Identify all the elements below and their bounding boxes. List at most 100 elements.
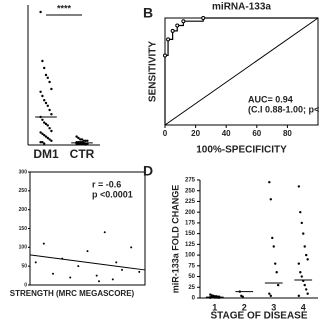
- y-tick-label: 250: [185, 188, 196, 194]
- x-tick-label: 80: [283, 129, 292, 138]
- y-tick-label: 150: [19, 226, 28, 232]
- point: [43, 142, 46, 145]
- point: [268, 180, 271, 184]
- point: [297, 294, 301, 298]
- point: [272, 245, 275, 248]
- point: [306, 258, 309, 261]
- point: [79, 138, 82, 141]
- x-tick-label: 0: [163, 129, 168, 138]
- x-axis-label: STAGE OF DISEASE: [210, 311, 307, 320]
- point: [44, 101, 48, 105]
- point: [42, 242, 45, 245]
- point: [43, 121, 46, 124]
- y-tick-label: 0: [24, 282, 27, 288]
- point: [269, 198, 272, 201]
- point: [305, 288, 308, 291]
- y-tick-label: 0: [192, 296, 196, 302]
- point: [43, 134, 46, 137]
- point: [41, 94, 44, 98]
- point: [52, 272, 54, 275]
- fit-line: [29, 254, 146, 271]
- point: [103, 231, 106, 234]
- y-tick-label: 200: [19, 207, 28, 213]
- roc-point: [175, 23, 180, 28]
- point: [82, 139, 86, 142]
- y-tick-label: 150: [185, 231, 196, 237]
- point: [50, 113, 53, 116]
- roc-point: [201, 16, 206, 20]
- point: [95, 274, 98, 277]
- point: [41, 118, 44, 122]
- y-tick-label: 25: [188, 285, 195, 291]
- point: [39, 10, 42, 14]
- point: [44, 135, 48, 138]
- point: [41, 59, 44, 63]
- point: [80, 143, 84, 146]
- x-tick-label: 20: [191, 129, 200, 138]
- point: [48, 108, 51, 112]
- point: [274, 262, 277, 265]
- point: [80, 138, 84, 141]
- y-tick-label: 125: [185, 242, 196, 248]
- point: [48, 138, 51, 141]
- point: [43, 66, 46, 70]
- point: [84, 139, 87, 142]
- point: [300, 221, 303, 225]
- y-tick-label: 50: [21, 263, 27, 269]
- point: [297, 185, 301, 188]
- x-tick-label: 2: [242, 302, 247, 312]
- significance-label: ****: [57, 3, 72, 13]
- point: [48, 80, 51, 84]
- roc-point: [166, 37, 171, 42]
- point: [77, 136, 80, 140]
- point: [130, 246, 133, 249]
- point: [41, 132, 44, 135]
- chart-title: miRNA-133a: [212, 2, 271, 13]
- point: [299, 210, 302, 214]
- point: [302, 232, 305, 235]
- roc-point: [181, 19, 186, 24]
- y-tick-label: 250: [19, 188, 28, 194]
- point: [86, 250, 89, 253]
- point: [306, 292, 309, 295]
- point: [303, 283, 306, 287]
- point: [84, 143, 87, 146]
- point: [43, 99, 46, 102]
- point: [271, 236, 274, 240]
- point: [297, 262, 301, 265]
- annotation: r = -0.6: [92, 179, 121, 189]
- point: [269, 294, 272, 298]
- roc-point: [170, 28, 175, 33]
- y-tick-label: 300: [19, 169, 28, 175]
- point: [276, 283, 280, 287]
- point: [86, 139, 89, 142]
- point: [39, 141, 42, 144]
- x-tick-label: 1: [212, 302, 217, 312]
- y-tick-label: 175: [185, 220, 196, 226]
- point: [299, 271, 302, 274]
- point: [50, 87, 53, 91]
- point: [69, 276, 72, 279]
- y-tick-label: 200: [185, 210, 196, 216]
- point: [46, 136, 49, 140]
- point: [98, 280, 100, 283]
- point: [111, 278, 114, 281]
- x-axis-label: 100%-SPECIFICITY: [196, 145, 287, 156]
- x-tick-label: 4: [301, 302, 306, 312]
- y-tick-label: 100: [185, 253, 196, 259]
- point: [77, 265, 80, 268]
- point: [75, 135, 78, 138]
- point: [300, 275, 303, 278]
- point: [44, 73, 48, 77]
- point: [115, 261, 118, 264]
- point: [275, 271, 278, 274]
- y-tick-label: 100: [19, 245, 28, 251]
- panel-label: D: [143, 163, 153, 179]
- y-axis-label: SENSITIVITY: [148, 41, 159, 102]
- roc-curve: [164, 17, 318, 125]
- y-tick-label: 275: [185, 178, 196, 184]
- reference-diagonal: [164, 17, 319, 126]
- y-tick-label: 225: [185, 199, 196, 205]
- point: [34, 261, 37, 264]
- point: [305, 253, 308, 257]
